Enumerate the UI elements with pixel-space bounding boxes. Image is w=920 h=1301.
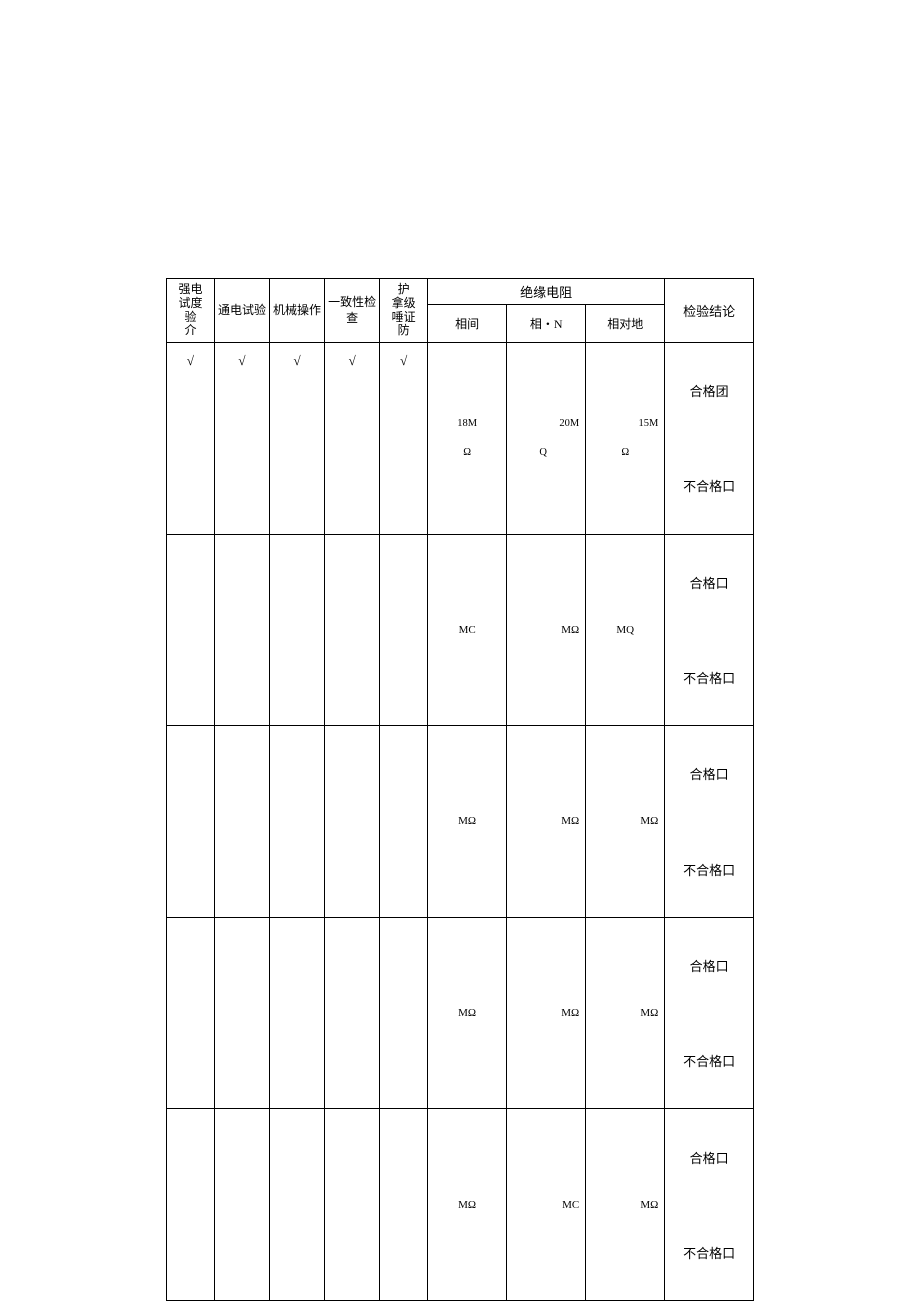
cell-conclusion-pass: 合格口 (665, 534, 754, 630)
cell-c1: √ (167, 343, 215, 535)
header-col5: 护 拿级 唾证 防 (380, 279, 428, 343)
cell-c2: √ (214, 343, 269, 535)
cell-ins3: 15M Ω (586, 343, 665, 535)
cell-conclusion-fail: 不合格口 (665, 630, 754, 726)
header-col5-text: 护 拿级 唾证 防 (380, 283, 427, 338)
header-col3: 机械操作 (270, 279, 325, 343)
cell-ins2: 20M Q (507, 343, 586, 535)
cell-ins1: MΩ (428, 726, 507, 918)
cell-c5 (380, 534, 428, 726)
table-row: √ √ √ √ √ 18M Ω 20M Q 15M Ω (167, 343, 754, 439)
cell-ins1: MC (428, 534, 507, 726)
header-ins2: 相・N (507, 305, 586, 343)
header-ins3: 相对地 (586, 305, 665, 343)
cell-conclusion-pass: 合格口 (665, 726, 754, 822)
cell-c3 (270, 1109, 325, 1301)
cell-c1 (167, 726, 215, 918)
cell-c4: √ (325, 343, 380, 535)
table-body: √ √ √ √ √ 18M Ω 20M Q 15M Ω (167, 343, 754, 1301)
cell-c3 (270, 726, 325, 918)
cell-ins1: MΩ (428, 1109, 507, 1301)
cell-conclusion-pass: 合格口 (665, 917, 754, 1013)
cell-ins2: MΩ (507, 726, 586, 918)
header-col1-text: 强电 试度 验 介 (167, 283, 214, 338)
cell-c5 (380, 1109, 428, 1301)
ins1-bot: Ω (428, 447, 506, 458)
header-insulation-group: 绝缘电阻 (428, 279, 665, 305)
cell-ins3: MQ (586, 534, 665, 726)
table-row: MΩ MΩ MΩ 合格口 (167, 917, 754, 1013)
cell-ins3: MΩ (586, 917, 665, 1109)
cell-conclusion-fail: 不合格口 (665, 1013, 754, 1109)
cell-c2 (214, 1109, 269, 1301)
cell-conclusion-fail: 不合格口 (665, 821, 754, 917)
header-col2: 通电试验 (214, 279, 269, 343)
header-col4: 一致性检查 (325, 279, 380, 343)
cell-c3 (270, 917, 325, 1109)
cell-conclusion-fail: 不合格口 (665, 1205, 754, 1301)
table-row: MC MΩ MQ 合格口 (167, 534, 754, 630)
cell-c1 (167, 534, 215, 726)
cell-c4 (325, 1109, 380, 1301)
cell-c2 (214, 726, 269, 918)
ins3-top: 15M (586, 418, 664, 429)
cell-ins3: MΩ (586, 1109, 665, 1301)
cell-conclusion-pass: 合格口 (665, 1109, 754, 1205)
cell-c1 (167, 1109, 215, 1301)
cell-ins2: MΩ (507, 917, 586, 1109)
cell-c5: √ (380, 343, 428, 535)
cell-ins2: MΩ (507, 534, 586, 726)
ins2-bot: Q (539, 447, 547, 458)
cell-c5 (380, 917, 428, 1109)
cell-c4 (325, 726, 380, 918)
cell-ins2: MC (507, 1109, 586, 1301)
header-ins1: 相间 (428, 305, 507, 343)
cell-c2 (214, 534, 269, 726)
header-conclusion: 检验结论 (665, 279, 754, 343)
ins1-top: 18M (428, 418, 506, 429)
header-col1: 强电 试度 验 介 (167, 279, 215, 343)
ins3-bot: Ω (586, 447, 664, 458)
ins2-top: 20M (559, 418, 579, 429)
cell-c1 (167, 917, 215, 1109)
cell-c5 (380, 726, 428, 918)
table-row: MΩ MC MΩ 合格口 (167, 1109, 754, 1205)
cell-ins1: 18M Ω (428, 343, 507, 535)
cell-ins3: MΩ (586, 726, 665, 918)
inspection-table: 强电 试度 验 介 通电试验 机械操作 一致性检查 护 拿级 唾证 防 绝缘电阻… (166, 278, 754, 1301)
cell-c3 (270, 534, 325, 726)
cell-c4 (325, 534, 380, 726)
cell-ins1: MΩ (428, 917, 507, 1109)
table-row: MΩ MΩ MΩ 合格口 (167, 726, 754, 822)
cell-c4 (325, 917, 380, 1109)
cell-c2 (214, 917, 269, 1109)
cell-conclusion-pass: 合格团 (665, 343, 754, 439)
cell-c3: √ (270, 343, 325, 535)
cell-conclusion-fail: 不合格口 (665, 438, 754, 534)
